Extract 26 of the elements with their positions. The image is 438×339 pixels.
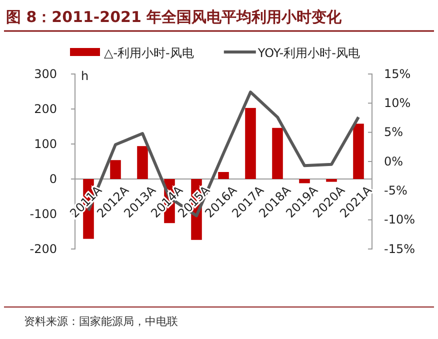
chart-title: 图 8：2011-2021 年全国风电平均利用小时变化 xyxy=(6,8,343,26)
y2-tick-label: -10% xyxy=(384,212,416,227)
y2-tick-label: 0% xyxy=(384,154,404,168)
y-tick-label: 0 xyxy=(49,172,57,186)
legend-label: YOY-利用小时-风电 xyxy=(256,46,360,60)
legend-label: △-利用小时-风电 xyxy=(104,46,194,60)
y-tick-label: -100 xyxy=(30,206,57,221)
y2-tick-label: -15% xyxy=(384,242,416,256)
y2-tick-label: 10% xyxy=(384,96,411,110)
y2-tick-label: -5% xyxy=(384,184,408,198)
y-tick-label: 200 xyxy=(34,102,57,116)
y2-tick-label: 15% xyxy=(384,66,411,81)
bar xyxy=(326,179,337,182)
bar xyxy=(272,128,283,179)
bar xyxy=(299,179,310,184)
y-tick-label: 300 xyxy=(34,66,57,81)
bar xyxy=(137,146,148,179)
y-axis-title: h xyxy=(81,69,89,83)
bar xyxy=(218,172,229,179)
y-tick-label: 100 xyxy=(34,136,57,151)
y-tick-label: -200 xyxy=(30,242,57,256)
text: 资料来源：国家能源局，中电联 xyxy=(24,315,178,328)
bar xyxy=(110,160,121,179)
y2-tick-label: 5% xyxy=(384,125,404,140)
bar xyxy=(353,124,364,179)
bar xyxy=(245,108,256,179)
